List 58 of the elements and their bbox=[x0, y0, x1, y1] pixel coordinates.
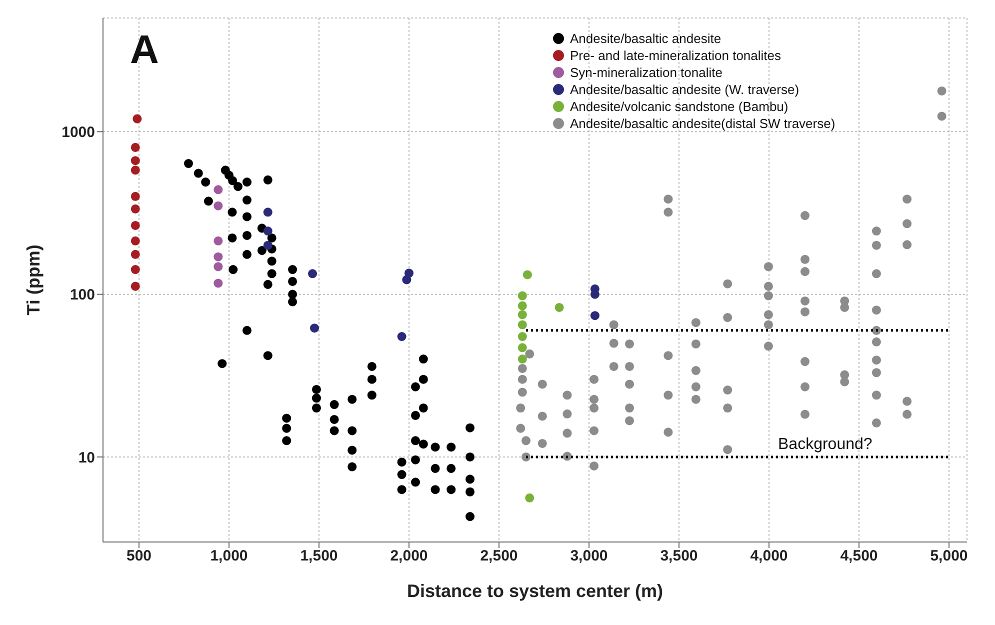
point bbox=[590, 311, 600, 320]
point bbox=[518, 320, 527, 330]
legend-label: Syn-mineralization tonalite bbox=[570, 64, 722, 81]
point bbox=[130, 236, 140, 246]
point bbox=[214, 236, 223, 246]
x-tick-label: 4,000 bbox=[750, 548, 788, 565]
point bbox=[310, 324, 320, 333]
y-tick-label: 100 bbox=[70, 286, 95, 304]
y-tick-label: 10 bbox=[78, 449, 95, 466]
point bbox=[130, 142, 140, 152]
point bbox=[518, 310, 527, 320]
point bbox=[130, 265, 140, 274]
point bbox=[132, 114, 142, 124]
point bbox=[518, 343, 527, 352]
x-tick-label: 2,500 bbox=[480, 548, 518, 565]
point bbox=[214, 252, 223, 262]
point bbox=[130, 204, 140, 214]
x-tick-label: 1,000 bbox=[210, 548, 248, 565]
x-tick-label: 2,000 bbox=[390, 548, 428, 565]
legend-label: Andesite/basaltic andesite (W. traverse) bbox=[570, 81, 800, 98]
point bbox=[263, 240, 272, 250]
y-tick-label: 1000 bbox=[62, 124, 95, 142]
x-tick-label: 4,500 bbox=[840, 548, 878, 565]
legend-label: Pre- and late-mineralization tonalites bbox=[570, 47, 781, 64]
point bbox=[525, 493, 534, 502]
x-tick-label: 500 bbox=[126, 548, 152, 565]
x-tick-label: 1,500 bbox=[300, 548, 338, 565]
point bbox=[130, 282, 140, 291]
annotation: Background? bbox=[778, 436, 872, 454]
point bbox=[130, 156, 140, 166]
point bbox=[130, 220, 140, 230]
point bbox=[518, 332, 527, 342]
y-axis-title: Ti (ppm) bbox=[23, 244, 44, 316]
x-tick-label: 5,000 bbox=[930, 548, 968, 565]
point bbox=[518, 354, 527, 364]
point bbox=[130, 250, 140, 259]
point bbox=[397, 332, 406, 342]
point bbox=[263, 208, 272, 217]
point bbox=[214, 201, 223, 210]
point bbox=[518, 291, 527, 300]
point bbox=[518, 301, 527, 310]
x-tick-label: 3,000 bbox=[570, 548, 608, 565]
legend-label: Andesite/volcanic sandstone (Bambu) bbox=[570, 98, 788, 115]
x-axis-title: Distance to system center (m) bbox=[406, 581, 664, 601]
point bbox=[522, 270, 532, 280]
point bbox=[130, 166, 140, 175]
legend-label: Andesite/basaltic andesite bbox=[570, 30, 722, 47]
legend-label: Andesite/basaltic andesite(distal SW traverse) bbox=[570, 115, 836, 132]
annotation: A bbox=[130, 28, 159, 73]
point bbox=[404, 268, 414, 278]
point bbox=[263, 226, 272, 236]
point bbox=[554, 302, 564, 312]
x-tick-label: 3,500 bbox=[660, 548, 698, 565]
point bbox=[214, 262, 223, 272]
point bbox=[130, 192, 140, 201]
point bbox=[214, 278, 223, 288]
point bbox=[214, 185, 223, 194]
point bbox=[308, 269, 318, 278]
